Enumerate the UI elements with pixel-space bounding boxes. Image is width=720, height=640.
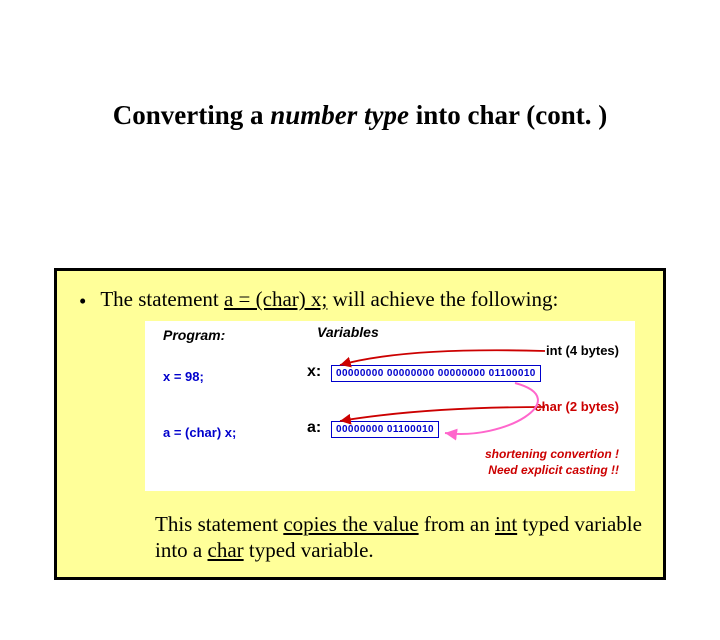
bottom-post: typed variable.: [244, 538, 374, 562]
char-type-label: char (2 bytes): [534, 399, 619, 414]
bottom-paragraph: This statement copies the value from an …: [155, 511, 653, 564]
x-bits-box: 00000000 00000000 00000000 01100010: [331, 365, 541, 382]
note-line-2: Need explicit casting !!: [488, 463, 619, 477]
bottom-mid1: from an: [419, 512, 495, 536]
bottom-u3: char: [208, 538, 244, 562]
content-box: • The statement a = (char) x; will achie…: [54, 268, 666, 580]
bottom-u2: int: [495, 512, 517, 536]
bullet-marker: •: [79, 289, 86, 314]
title-italic: number type: [270, 100, 409, 130]
x-prefix: x:: [307, 363, 321, 381]
a-prefix: a:: [307, 419, 321, 437]
slide-title: Converting a number type into char (cont…: [0, 100, 720, 131]
code-line-2: a = (char) x;: [163, 425, 236, 440]
note-line-1: shortening convertion !: [485, 447, 619, 461]
int-type-label: int (4 bytes): [546, 343, 619, 358]
variables-label: Variables: [317, 324, 379, 340]
bullet-code: a = (char) x;: [224, 287, 327, 311]
bullet-post: will achieve the following:: [327, 287, 558, 311]
bullet-text: The statement a = (char) x; will achieve…: [100, 287, 558, 312]
bottom-u1: copies the value: [283, 512, 418, 536]
title-post: into char (cont. ): [409, 100, 607, 130]
bullet-pre: The statement: [100, 287, 224, 311]
bottom-pre: This statement: [155, 512, 283, 536]
code-line-1: x = 98;: [163, 369, 204, 384]
program-label: Program:: [163, 327, 225, 343]
a-bits-box: 00000000 01100010: [331, 421, 439, 438]
diagram-panel: Program: Variables int (4 bytes) char (2…: [145, 321, 635, 491]
bullet-line: • The statement a = (char) x; will achie…: [79, 287, 655, 314]
title-pre: Converting a: [113, 100, 271, 130]
